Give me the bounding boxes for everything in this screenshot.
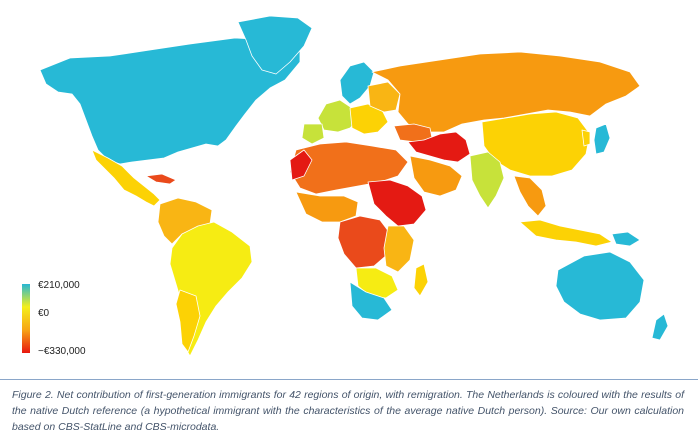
world-map [39,15,669,357]
region-middle-east [407,131,471,163]
region-central-africa [337,215,393,269]
legend-gradient-bar [22,284,30,353]
region-greenland [237,15,313,75]
region-north-america [39,37,301,165]
legend: €210,000 €0 −€330,000 [22,280,142,360]
region-west-africa [295,191,359,223]
region-japan [593,123,611,155]
legend-label-bottom: −€330,000 [38,346,86,357]
region-madagascar [413,263,429,297]
region-new-zealand [651,313,669,341]
figure-caption: Figure 2. Net contribution of first-gene… [12,389,684,433]
region-indonesia [519,219,613,247]
legend-label-top: €210,000 [38,280,80,291]
caption-divider [0,379,698,380]
region-south-asia [469,151,505,209]
region-caribbean [145,173,177,185]
region-russia [371,51,641,133]
region-mexico-central-america [91,149,161,207]
region-south-africa [349,281,393,321]
region-southern-cone [175,289,201,353]
region-papua [611,231,641,247]
region-korea [581,129,591,147]
region-horn-of-africa [367,179,427,227]
region-arabia [409,155,463,197]
region-morocco [289,149,313,181]
world-map-svg [39,15,669,357]
region-southern-africa [355,267,399,299]
region-eastern-europe [367,81,401,113]
legend-label-mid: €0 [38,308,50,319]
region-australia [555,251,645,321]
region-east-africa [383,225,415,273]
region-western-europe [317,99,361,133]
region-iberia [301,123,325,145]
region-southeast-asia [513,175,547,217]
